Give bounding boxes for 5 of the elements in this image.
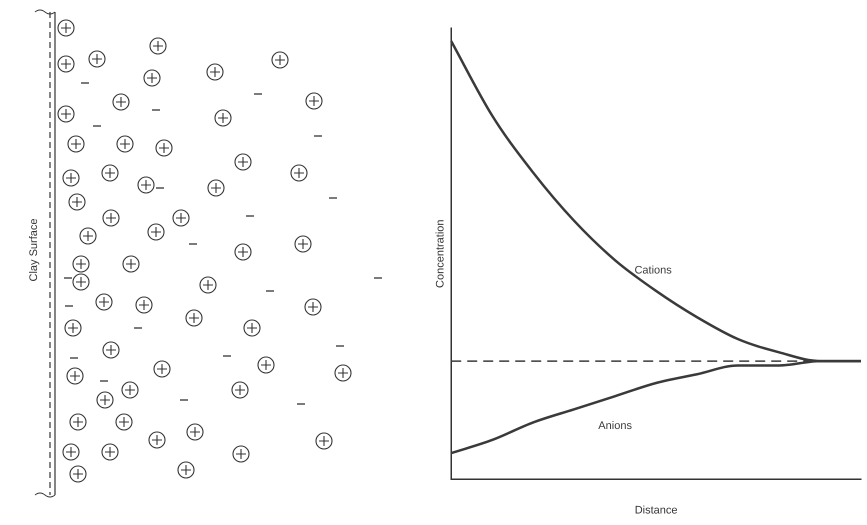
x-axis-title: Distance <box>634 504 678 516</box>
y-axis-title: Concentration <box>434 219 447 288</box>
series-label: Anions <box>598 420 632 432</box>
series-label: Cations <box>634 264 672 276</box>
ion-diagram: Clay Surface <box>0 0 400 525</box>
